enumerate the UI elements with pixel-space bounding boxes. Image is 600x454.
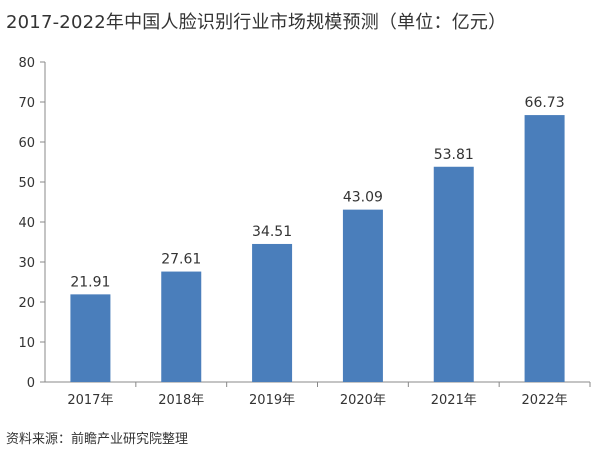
y-tick-label-0: 0 bbox=[27, 376, 35, 391]
x-tick-label-4: 2021年 bbox=[431, 393, 477, 408]
y-tick-label-80: 80 bbox=[18, 56, 35, 71]
data-label-5: 66.73 bbox=[525, 95, 565, 111]
chart-title: 2017-2022年中国人脸识别行业市场规模预测（单位：亿元） bbox=[6, 12, 507, 33]
bar-1 bbox=[161, 271, 202, 382]
data-label-0: 21.91 bbox=[70, 274, 110, 290]
data-label-1: 27.61 bbox=[161, 252, 201, 268]
y-tick-label-20: 20 bbox=[18, 296, 35, 311]
data-label-2: 34.51 bbox=[252, 224, 292, 240]
y-tick-label-40: 40 bbox=[18, 216, 35, 231]
y-axis-ticks: 0 10 20 30 40 50 60 70 80 bbox=[18, 56, 45, 391]
x-tick-label-0: 2017年 bbox=[67, 393, 113, 408]
data-label-3: 43.09 bbox=[343, 190, 383, 206]
y-tick-label-30: 30 bbox=[18, 256, 35, 271]
bar-5 bbox=[524, 115, 565, 382]
data-label-4: 53.81 bbox=[434, 147, 474, 163]
bar-3 bbox=[342, 209, 383, 382]
y-tick-label-70: 70 bbox=[18, 96, 35, 111]
x-tick-label-5: 2022年 bbox=[522, 393, 568, 408]
x-tick-label-2: 2019年 bbox=[249, 393, 295, 408]
x-axis-ticks: 2017年 2018年 2019年 2020年 2021年 2022年 bbox=[67, 382, 591, 408]
bar-2 bbox=[252, 243, 293, 382]
y-tick-label-60: 60 bbox=[18, 136, 35, 151]
bars-group bbox=[70, 115, 565, 382]
source-note: 资料来源：前瞻产业研究院整理 bbox=[6, 432, 189, 447]
y-tick-label-50: 50 bbox=[18, 176, 35, 191]
bar-4 bbox=[433, 166, 474, 382]
data-labels-group: 21.91 27.61 34.51 43.09 53.81 66.73 bbox=[70, 95, 564, 290]
x-tick-label-3: 2020年 bbox=[340, 393, 386, 408]
x-tick-label-1: 2018年 bbox=[158, 393, 204, 408]
bar-0 bbox=[70, 294, 111, 382]
y-tick-label-10: 10 bbox=[18, 336, 35, 351]
